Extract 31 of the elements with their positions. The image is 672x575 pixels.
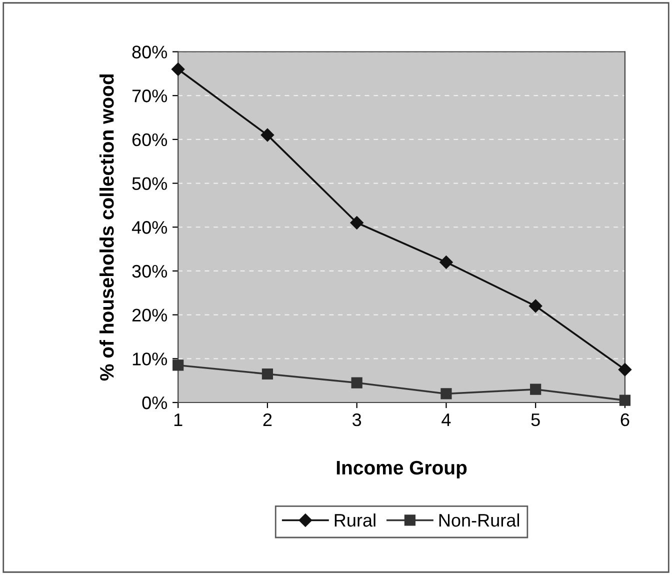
- point: [440, 256, 453, 269]
- point: [262, 368, 274, 380]
- point: [618, 363, 632, 376]
- point: [171, 62, 185, 76]
- legend-label: Non-Rural: [439, 513, 519, 527]
- y-tick-label: 50%: [132, 177, 168, 190]
- point: [260, 128, 274, 142]
- y-tick-label: 0%: [142, 396, 168, 410]
- point: [351, 377, 362, 388]
- legend-label: Rural: [334, 513, 376, 527]
- x-axis-title: Income Group: [336, 460, 467, 478]
- x-tick-label: 5: [531, 414, 540, 426]
- x-tick-label: 3: [352, 413, 362, 426]
- y-tick-label: 30%: [132, 264, 168, 278]
- point: [440, 388, 452, 400]
- x-tick-label: 2: [263, 413, 272, 426]
- y-axis-title: % of households collection wood: [100, 74, 114, 381]
- x-tick-label: 4: [442, 414, 451, 426]
- y-tick-label: 10%: [132, 352, 168, 366]
- y-tick-label: 40%: [132, 221, 168, 234]
- point: [172, 360, 184, 371]
- y-tick-label: 70%: [132, 90, 168, 102]
- y-tick-label: 60%: [132, 133, 168, 146]
- x-tick-label: 1: [174, 414, 182, 426]
- point: [530, 384, 542, 395]
- point: [528, 299, 542, 313]
- y-tick-label: 20%: [132, 308, 168, 322]
- y-tick-label: 80%: [132, 46, 168, 58]
- x-tick-label: 6: [620, 413, 630, 426]
- point: [350, 216, 364, 230]
- point: [619, 394, 631, 406]
